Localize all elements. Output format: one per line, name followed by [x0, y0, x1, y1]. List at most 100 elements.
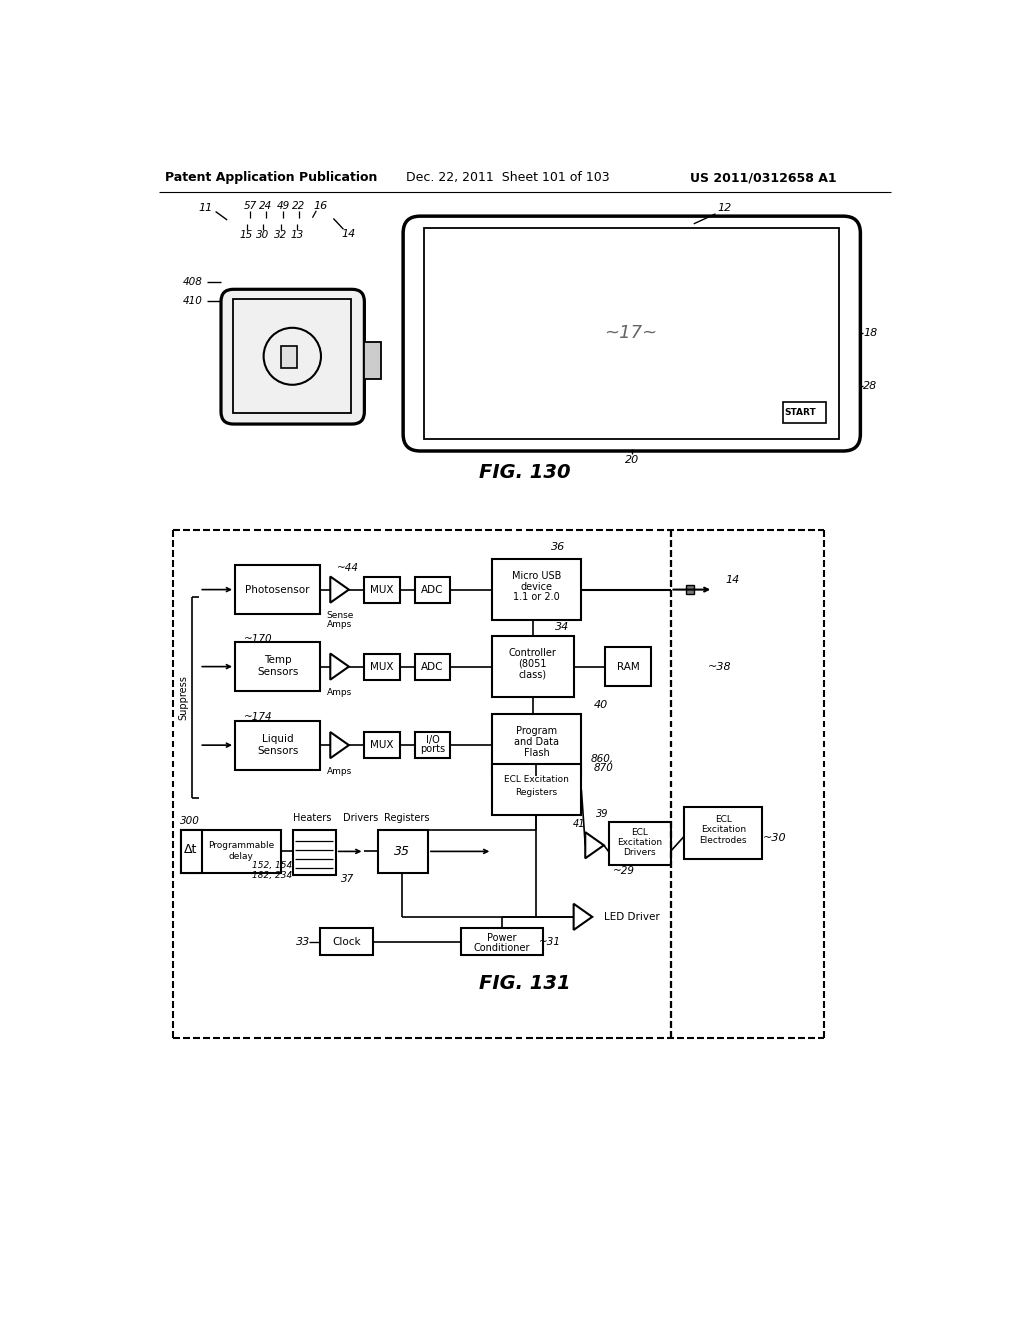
- Text: ~31: ~31: [540, 937, 561, 948]
- Text: LED Driver: LED Driver: [604, 912, 659, 921]
- Text: 20: 20: [625, 455, 639, 465]
- Bar: [415, 733, 451, 758]
- Text: ~30: ~30: [763, 833, 786, 842]
- Text: 40: 40: [594, 700, 608, 710]
- Bar: [461, 928, 543, 956]
- Bar: [378, 830, 428, 873]
- Text: Flash: Flash: [523, 748, 549, 758]
- Text: US 2011/0312658 A1: US 2011/0312658 A1: [690, 172, 837, 185]
- Bar: [493, 714, 582, 776]
- Text: 28: 28: [863, 380, 878, 391]
- Text: MUX: MUX: [371, 741, 394, 750]
- Bar: [493, 764, 582, 816]
- Text: 860,: 860,: [591, 754, 613, 764]
- Bar: [608, 822, 671, 866]
- Bar: [365, 577, 400, 603]
- Bar: [321, 928, 373, 956]
- Text: 14: 14: [725, 576, 739, 585]
- Bar: [365, 733, 400, 758]
- Text: class): class): [518, 669, 547, 680]
- Text: ADC: ADC: [421, 661, 443, 672]
- Text: 34: 34: [555, 622, 569, 631]
- Text: Registers: Registers: [384, 813, 430, 822]
- Text: and Data: and Data: [514, 737, 559, 747]
- Text: Programmable: Programmable: [208, 841, 274, 850]
- Text: ECL Excitation: ECL Excitation: [504, 775, 569, 784]
- Text: 12: 12: [718, 203, 732, 214]
- FancyBboxPatch shape: [403, 216, 860, 451]
- Text: Amps: Amps: [327, 620, 352, 628]
- Text: Sensors: Sensors: [257, 746, 298, 755]
- Text: 11: 11: [199, 203, 213, 213]
- Text: 14: 14: [342, 228, 356, 239]
- Text: Electrodes: Electrodes: [699, 836, 746, 845]
- Text: 49: 49: [276, 201, 290, 211]
- Text: 300: 300: [180, 816, 200, 825]
- Text: 870: 870: [594, 763, 613, 774]
- Text: Amps: Amps: [327, 767, 352, 776]
- Bar: [783, 401, 825, 424]
- Bar: [365, 342, 381, 379]
- Text: 408: 408: [183, 277, 203, 286]
- Text: Drivers: Drivers: [343, 813, 378, 822]
- Text: Amps: Amps: [327, 688, 352, 697]
- Text: Δt: Δt: [184, 843, 198, 857]
- Bar: [282, 346, 297, 368]
- Text: 22: 22: [292, 201, 305, 211]
- Text: Suppress: Suppress: [179, 675, 188, 719]
- Bar: [233, 298, 351, 412]
- Text: ECL: ECL: [715, 814, 731, 824]
- Text: (8051: (8051: [518, 659, 547, 668]
- Text: 33: 33: [296, 937, 310, 948]
- Text: 57: 57: [244, 201, 257, 211]
- FancyBboxPatch shape: [221, 289, 365, 424]
- Text: ~170: ~170: [245, 634, 272, 644]
- Text: 39: 39: [596, 809, 608, 820]
- Text: RAM: RAM: [616, 661, 639, 672]
- Bar: [415, 577, 451, 603]
- Text: FIG. 131: FIG. 131: [479, 974, 570, 994]
- Text: Patent Application Publication: Patent Application Publication: [165, 172, 378, 185]
- Text: START: START: [784, 408, 816, 417]
- Text: 16: 16: [313, 201, 328, 211]
- Bar: [234, 642, 321, 692]
- Bar: [234, 721, 321, 770]
- Text: I/O: I/O: [426, 735, 439, 744]
- Text: Heaters: Heaters: [293, 813, 332, 822]
- Bar: [493, 636, 573, 697]
- Bar: [180, 830, 202, 873]
- Text: 24: 24: [259, 201, 272, 211]
- Text: Power: Power: [486, 933, 516, 944]
- Text: 30: 30: [256, 231, 269, 240]
- Text: ADC: ADC: [421, 585, 443, 594]
- Bar: [686, 585, 693, 594]
- Text: 37: 37: [341, 874, 354, 884]
- Text: Sense: Sense: [326, 611, 353, 620]
- Text: Micro USB: Micro USB: [512, 570, 561, 581]
- Text: 36: 36: [551, 543, 565, 552]
- Text: ports: ports: [420, 744, 445, 754]
- Text: ECL: ECL: [631, 829, 648, 837]
- Text: FIG. 130: FIG. 130: [479, 463, 570, 482]
- Bar: [293, 830, 336, 875]
- Text: Excitation: Excitation: [700, 825, 745, 834]
- Text: Sensors: Sensors: [257, 667, 298, 677]
- Text: 13: 13: [291, 231, 303, 240]
- Bar: [604, 647, 651, 686]
- Text: ~38: ~38: [708, 661, 731, 672]
- Text: ~17~: ~17~: [604, 325, 657, 342]
- Text: Dec. 22, 2011  Sheet 101 of 103: Dec. 22, 2011 Sheet 101 of 103: [406, 172, 609, 185]
- Text: 35: 35: [394, 845, 411, 858]
- Text: 15: 15: [240, 231, 253, 240]
- Text: MUX: MUX: [371, 661, 394, 672]
- Text: ~174: ~174: [245, 713, 272, 722]
- Bar: [424, 228, 839, 438]
- Text: Conditioner: Conditioner: [473, 942, 529, 953]
- Text: 1.1 or 2.0: 1.1 or 2.0: [513, 593, 560, 602]
- Text: MUX: MUX: [371, 585, 394, 594]
- Text: ~29: ~29: [613, 866, 635, 876]
- Bar: [234, 565, 321, 614]
- Text: Registers: Registers: [515, 788, 557, 796]
- Text: 182, 234: 182, 234: [252, 871, 292, 879]
- Bar: [365, 653, 400, 680]
